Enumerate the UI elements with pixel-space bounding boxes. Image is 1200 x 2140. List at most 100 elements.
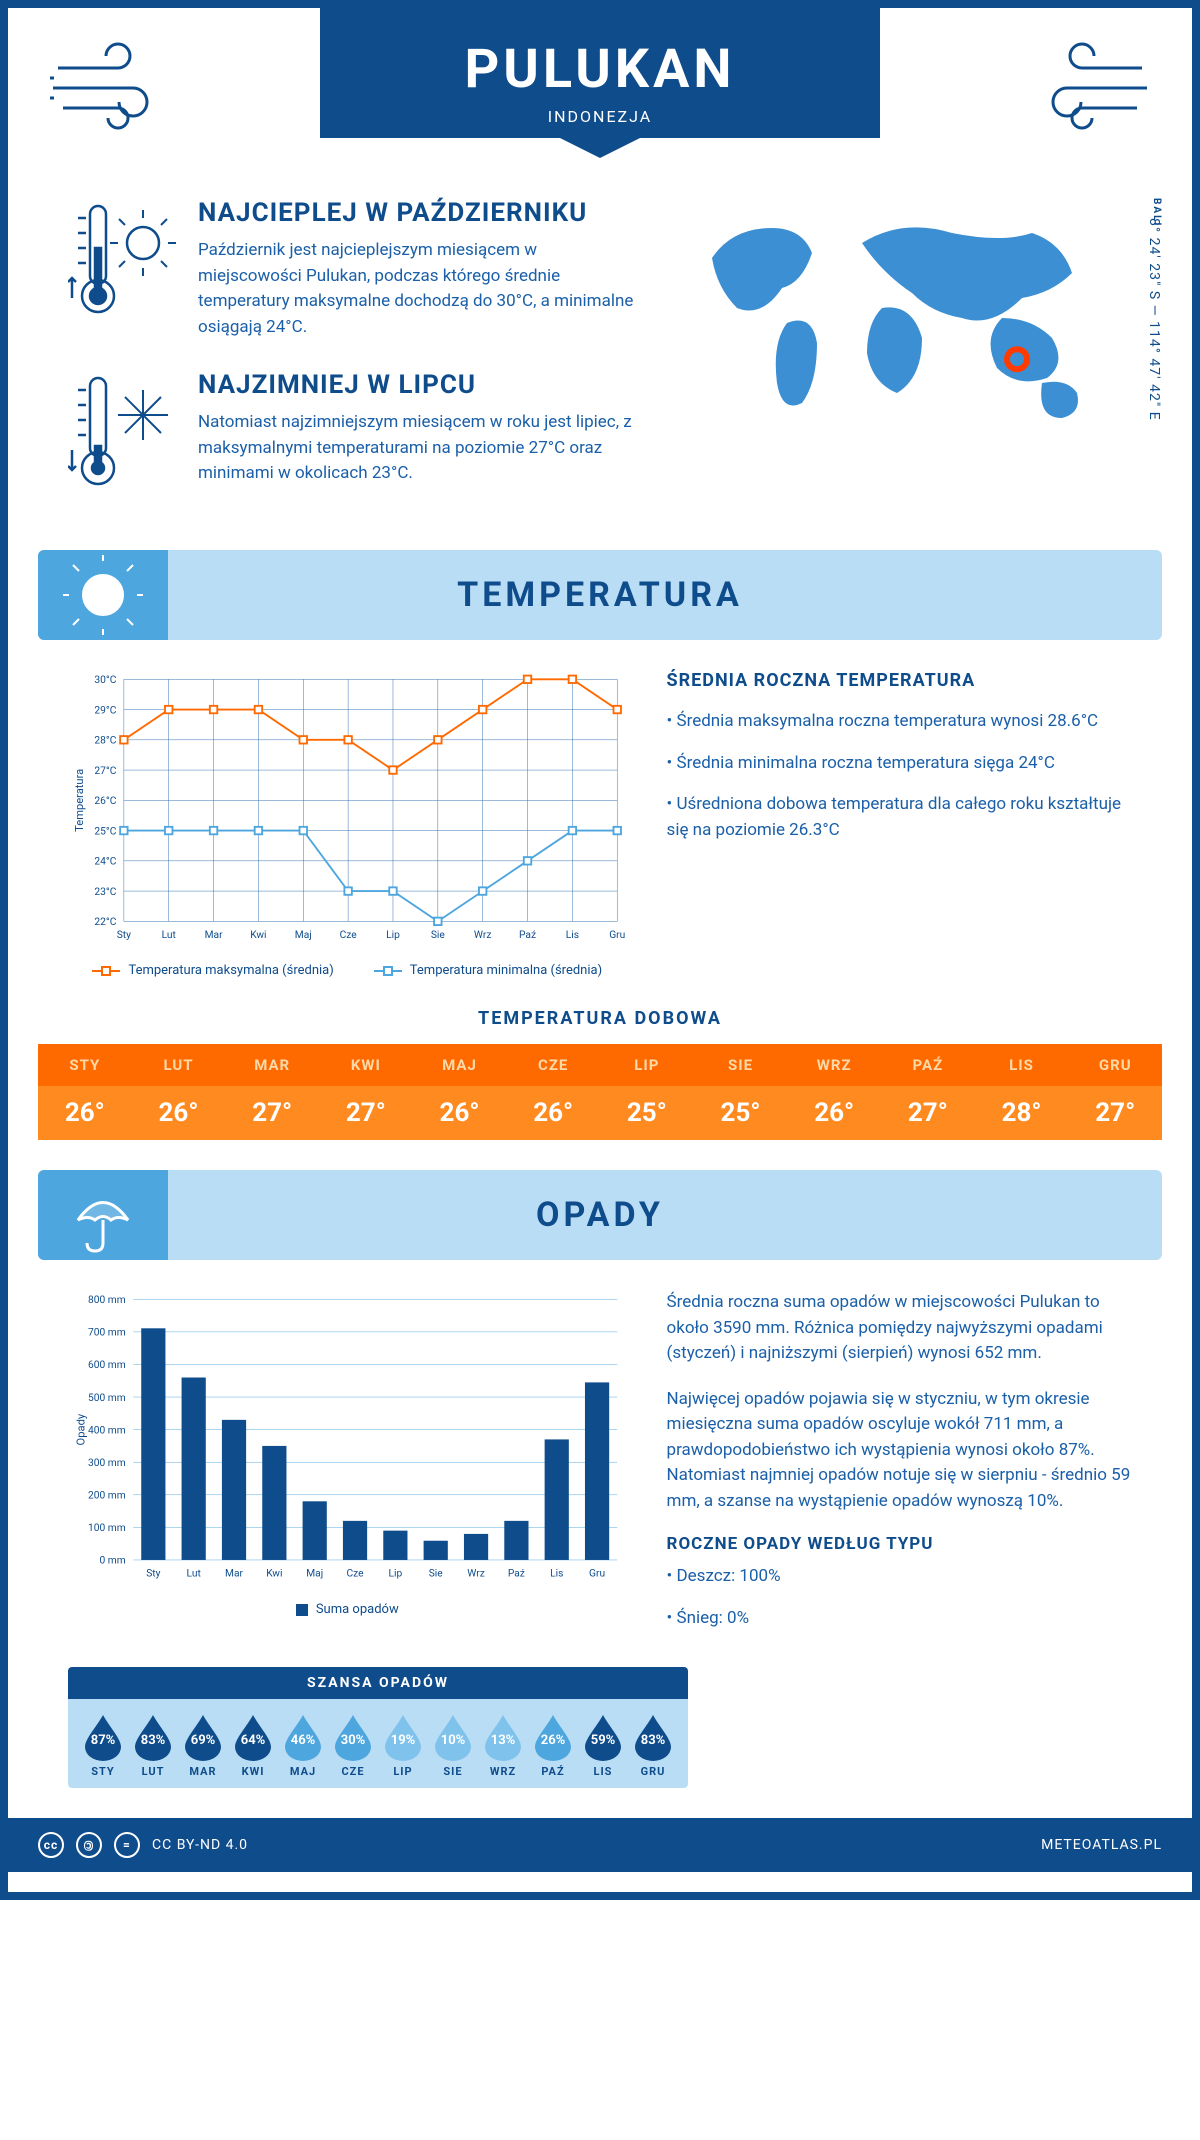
table-header: PAŹ — [881, 1044, 975, 1086]
by-icon: 🄯 — [76, 1832, 102, 1858]
coordinates: 8° 24' 23" S — 114° 47' 42" E — [1146, 218, 1162, 421]
svg-text:Sie: Sie — [429, 1569, 444, 1580]
svg-text:200 mm: 200 mm — [88, 1491, 126, 1502]
svg-text:Gru: Gru — [609, 930, 625, 941]
table-cell: 27° — [225, 1086, 319, 1140]
stats-item: • Uśredniona dobowa temperatura dla całe… — [667, 792, 1132, 843]
coldest-block: NAJZIMNIEJ W LIPCU Natomiast najzimniejs… — [68, 370, 642, 490]
svg-text:25°C: 25°C — [94, 826, 116, 837]
svg-text:24°C: 24°C — [94, 857, 116, 868]
table-header: LUT — [132, 1044, 226, 1086]
chance-drop: 30%CZE — [333, 1713, 373, 1778]
svg-text:Opady: Opady — [75, 1413, 88, 1445]
svg-text:Kwi: Kwi — [266, 1569, 282, 1580]
table-header: MAR — [225, 1044, 319, 1086]
table-header: MAJ — [413, 1044, 507, 1086]
intro-section: NAJCIEPLEJ W PAŹDZIERNIKU Październik je… — [8, 168, 1192, 530]
daily-temp-table: STYLUTMARKWIMAJCZELIPSIEWRZPAŹLISGRU 26°… — [38, 1044, 1162, 1140]
svg-text:100 mm: 100 mm — [88, 1523, 126, 1534]
svg-text:0 mm: 0 mm — [100, 1556, 126, 1567]
svg-text:27°C: 27°C — [94, 766, 116, 777]
chance-drop: 26%PAŹ — [533, 1713, 573, 1778]
svg-text:500 mm: 500 mm — [88, 1393, 126, 1404]
temperature-stats: ŚREDNIA ROCZNA TEMPERATURA • Średnia mak… — [667, 670, 1132, 978]
precipitation-text: Średnia roczna suma opadów w miejscowośc… — [667, 1290, 1132, 1647]
svg-text:Paź: Paź — [519, 930, 536, 941]
svg-text:Gru: Gru — [589, 1569, 605, 1580]
warmest-block: NAJCIEPLEJ W PAŹDZIERNIKU Październik je… — [68, 198, 642, 340]
table-header: LIS — [975, 1044, 1069, 1086]
footer: cc 🄯 = CC BY-ND 4.0 METEOATLAS.PL — [8, 1818, 1192, 1872]
temperature-title: TEMPERATURA — [457, 575, 743, 615]
table-header: WRZ — [787, 1044, 881, 1086]
umbrella-icon — [38, 1170, 168, 1260]
svg-text:Lip: Lip — [386, 930, 400, 941]
page-subtitle: INDONEZJA — [320, 107, 880, 126]
table-header: KWI — [319, 1044, 413, 1086]
precipitation-chart: 0 mm100 mm200 mm300 mm400 mm500 mm600 mm… — [68, 1290, 627, 1647]
thermometer-hot-icon — [68, 198, 178, 318]
infographic-page: PULUKAN INDONEZJA NAJCI — [0, 0, 1200, 1900]
svg-text:Cze: Cze — [346, 1569, 364, 1580]
stats-item: • Średnia minimalna roczna temperatura s… — [667, 751, 1132, 777]
svg-text:Cze: Cze — [340, 930, 358, 941]
svg-text:Lis: Lis — [566, 930, 579, 941]
svg-text:Maj: Maj — [306, 1569, 323, 1580]
map-column: BALI 8° 24' 23" S — 114° 47' 42" E — [672, 198, 1132, 520]
precip-para-2: Najwięcej opadów pojawia się w styczniu,… — [667, 1387, 1132, 1515]
svg-text:800 mm: 800 mm — [88, 1295, 126, 1306]
site-name: METEOATLAS.PL — [1041, 1837, 1162, 1853]
table-cell: 26° — [132, 1086, 226, 1140]
precipitation-title: OPADY — [536, 1195, 664, 1235]
chance-drop: 64%KWI — [233, 1713, 273, 1778]
coldest-text: Natomiast najzimniejszym miesiącem w rok… — [198, 410, 642, 487]
stats-item: • Średnia maksymalna roczna temperatura … — [667, 709, 1132, 735]
wind-icon — [1012, 38, 1152, 138]
precip-chance-box: SZANSA OPADÓW 87%STY83%LUT69%MAR64%KWI46… — [68, 1667, 688, 1788]
svg-text:Sty: Sty — [146, 1569, 160, 1580]
temperature-content: 22°C23°C24°C25°C26°C27°C28°C29°C30°CStyL… — [8, 670, 1192, 978]
thermometer-cold-icon — [68, 370, 178, 490]
svg-text:Kwi: Kwi — [250, 930, 266, 941]
temperature-chart: 22°C23°C24°C25°C26°C27°C28°C29°C30°CStyL… — [68, 670, 627, 978]
svg-text:Sty: Sty — [117, 930, 131, 941]
svg-text:Temperatura: Temperatura — [73, 769, 86, 832]
table-header: GRU — [1068, 1044, 1162, 1086]
page-title: PULUKAN — [320, 38, 880, 101]
license-text: CC BY-ND 4.0 — [152, 1837, 248, 1853]
warmest-heading: NAJCIEPLEJ W PAŹDZIERNIKU — [198, 198, 642, 228]
license: cc 🄯 = CC BY-ND 4.0 — [38, 1832, 248, 1858]
svg-text:Lip: Lip — [389, 1569, 403, 1580]
svg-text:23°C: 23°C — [94, 887, 116, 898]
daily-temp-heading: TEMPERATURA DOBOWA — [8, 1008, 1192, 1029]
table-header: SIE — [694, 1044, 788, 1086]
precipitation-content: 0 mm100 mm200 mm300 mm400 mm500 mm600 mm… — [8, 1290, 1192, 1647]
temperature-legend: Temperatura maksymalna (średnia) Tempera… — [68, 963, 627, 978]
precipitation-banner: OPADY — [38, 1170, 1162, 1260]
svg-text:Lis: Lis — [550, 1569, 563, 1580]
header: PULUKAN INDONEZJA — [8, 8, 1192, 168]
chance-drop: 10%SIE — [433, 1713, 473, 1778]
svg-text:Wrz: Wrz — [467, 1569, 485, 1580]
table-cell: 25° — [694, 1086, 788, 1140]
table-cell: 26° — [787, 1086, 881, 1140]
svg-text:Mar: Mar — [205, 930, 223, 941]
chance-drop: 59%LIS — [583, 1713, 623, 1778]
svg-text:Lut: Lut — [162, 930, 176, 941]
table-cell: 25° — [600, 1086, 694, 1140]
intro-text-column: NAJCIEPLEJ W PAŹDZIERNIKU Październik je… — [68, 198, 642, 520]
table-header: STY — [38, 1044, 132, 1086]
legend-min: Temperatura minimalna (średnia) — [374, 963, 602, 978]
svg-text:700 mm: 700 mm — [88, 1328, 126, 1339]
chance-drop: 69%MAR — [183, 1713, 223, 1778]
type-item: • Śnieg: 0% — [667, 1606, 1132, 1632]
type-item: • Deszcz: 100% — [667, 1564, 1132, 1590]
svg-text:Sie: Sie — [431, 930, 446, 941]
svg-text:Lut: Lut — [187, 1569, 201, 1580]
table-cell: 27° — [319, 1086, 413, 1140]
chance-drop: 46%MAJ — [283, 1713, 323, 1778]
chance-drop: 19%LIP — [383, 1713, 423, 1778]
table-cell: 26° — [38, 1086, 132, 1140]
coldest-heading: NAJZIMNIEJ W LIPCU — [198, 370, 642, 400]
precip-para-1: Średnia roczna suma opadów w miejscowośc… — [667, 1290, 1132, 1367]
